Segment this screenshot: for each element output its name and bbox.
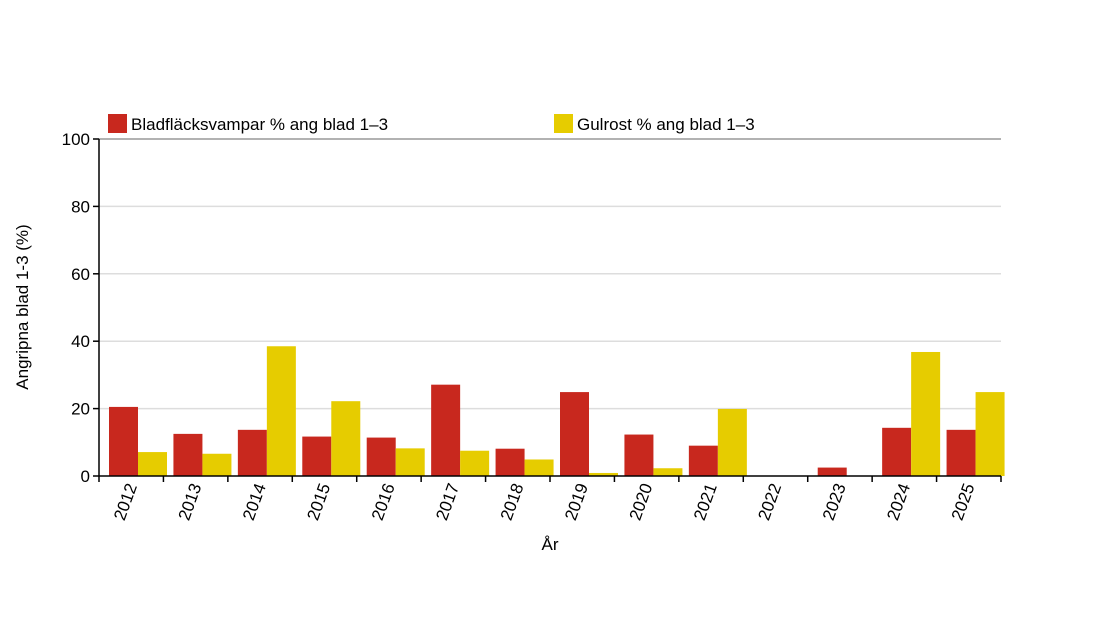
bar-gulrost-2017 [460, 450, 490, 476]
x-tick-label: 2016 [368, 481, 399, 523]
x-tick-label: 2014 [239, 481, 270, 523]
bar-gulrost-2012 [138, 452, 167, 476]
bar-gulrost-2018 [524, 459, 554, 476]
bar-bladflacksvampar-2015 [302, 436, 332, 476]
bar-bladflacksvampar-2023 [817, 467, 847, 476]
bar-gulrost-2014 [266, 346, 296, 476]
x-tick-label: 2013 [175, 481, 206, 523]
bar-bladflacksvampar-2019 [560, 392, 589, 476]
bar-gulrost-2025 [975, 392, 1005, 476]
x-axis-title: År [542, 535, 559, 554]
x-tick-label: 2012 [110, 481, 141, 523]
legend-label: Gulrost % ang blad 1–3 [577, 115, 755, 134]
x-tick-label: 2018 [497, 481, 528, 523]
bar-gulrost-2015 [331, 401, 361, 476]
y-tick-label: 100 [62, 130, 90, 149]
axes [98, 139, 1001, 477]
bar-bladflacksvampar-2020 [624, 434, 654, 476]
bar-gulrost-2024 [911, 351, 941, 476]
x-tick-label: 2020 [626, 481, 657, 523]
y-axis-title: Angripna blad 1-3 (%) [13, 224, 32, 389]
legend-swatch [108, 114, 127, 133]
bar-bladflacksvampar-2017 [431, 384, 461, 476]
gridlines [99, 138, 1001, 410]
x-tick-label: 2021 [690, 481, 721, 523]
x-tick-label: 2015 [303, 481, 334, 523]
y-tick-label: 20 [71, 400, 90, 419]
y-tick-label: 80 [71, 197, 90, 216]
legend: Bladfläcksvampar % ang blad 1–3 Gulrost %… [108, 114, 755, 134]
bar-bladflacksvampar-2012 [109, 406, 138, 476]
bar-gulrost-2019 [589, 472, 618, 476]
x-ticks: 2012 2013 2014 2015 2016 2017 2018 2019 2020 2021… [98, 476, 1002, 523]
legend-swatch [554, 114, 573, 133]
bar-gulrost-2021 [717, 408, 747, 476]
bars [109, 346, 1005, 476]
x-tick-label: 2022 [754, 481, 785, 523]
bar-bladflacksvampar-2024 [882, 427, 912, 476]
bar-bladflacksvampar-2018 [495, 448, 525, 476]
bar-gulrost-2020 [653, 468, 683, 476]
y-ticks: 0 20 40 60 80 100 [62, 130, 99, 486]
bar-bladflacksvampar-2025 [946, 429, 976, 476]
bar-bladflacksvampar-2014 [237, 429, 267, 476]
legend-label: Bladfläcksvampar % ang blad 1–3 [131, 115, 388, 134]
x-tick-label: 2023 [819, 481, 850, 523]
y-tick-label: 0 [81, 467, 90, 486]
y-tick-label: 40 [71, 332, 90, 351]
bar-bladflacksvampar-2021 [688, 445, 718, 476]
bar-gulrost-2016 [395, 448, 425, 476]
x-tick-label: 2019 [561, 481, 592, 523]
x-tick-label: 2025 [948, 481, 979, 523]
x-tick-label: 2017 [432, 481, 463, 523]
bar-bladflacksvampar-2016 [366, 437, 396, 476]
y-tick-label: 60 [71, 265, 90, 284]
x-tick-label: 2024 [883, 481, 914, 523]
bar-bladflacksvampar-2013 [173, 433, 203, 476]
bar-gulrost-2013 [202, 453, 232, 476]
